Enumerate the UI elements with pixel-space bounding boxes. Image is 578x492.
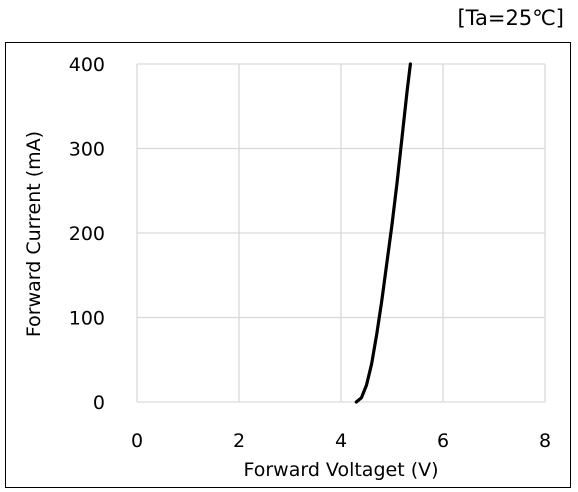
y-tick-label: 0 (93, 392, 105, 414)
y-tick-label: 300 (69, 139, 105, 161)
x-tick-label: 2 (233, 430, 245, 452)
grid-lines (136, 63, 546, 403)
y-axis-title: Forward Current (mA) (23, 131, 45, 337)
test-condition-label: [Ta=25℃] (457, 6, 564, 30)
x-tick-labels: 0 2 4 6 8 (131, 430, 551, 452)
y-tick-labels: 0 100 200 300 400 (69, 54, 105, 414)
y-tick-label: 400 (69, 54, 105, 76)
x-tick-label: 6 (437, 430, 449, 452)
iv-curve-line (354, 62, 412, 404)
series-layer (354, 62, 412, 404)
x-axis-title: Forward Voltaget (V) (243, 459, 438, 481)
chart-frame (5, 42, 571, 488)
y-tick-label: 100 (69, 308, 105, 330)
y-tick-label: 200 (69, 223, 105, 245)
x-tick-label: 0 (131, 430, 143, 452)
x-tick-label: 4 (335, 430, 347, 452)
x-tick-label: 8 (539, 430, 551, 452)
